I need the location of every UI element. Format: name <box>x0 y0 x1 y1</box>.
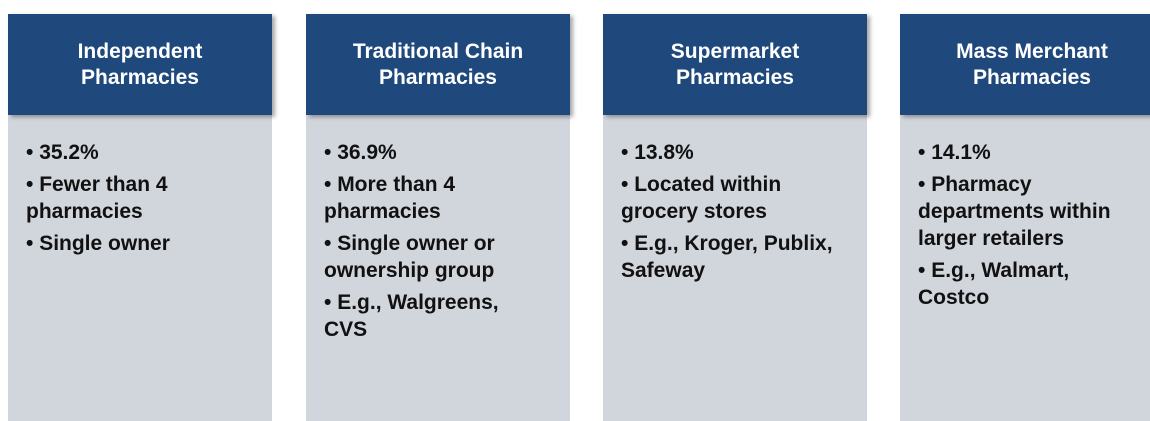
column-header: Traditional Chain Pharmacies <box>306 14 570 115</box>
header-line: Mass Merchant <box>956 39 1108 63</box>
bullet-item: Fewer than 4 pharmacies <box>24 171 246 225</box>
bullet-item: Located within grocery stores <box>619 171 841 225</box>
bullet-item: E.g., Kroger, Publix, Safeway <box>619 230 841 284</box>
header-line: Traditional Chain <box>352 39 524 63</box>
bullet-item: 35.2% <box>24 139 246 166</box>
bullet-item: 13.8% <box>619 139 841 166</box>
column-body: 35.2% Fewer than 4 pharmacies Single owner <box>8 115 272 421</box>
bullet-item: More than 4 pharmacies <box>322 171 544 225</box>
column-body: 36.9% More than 4 pharmaciesSingle owner … <box>306 115 570 421</box>
header-line: Pharmacies <box>81 65 199 89</box>
header-line: Supermarket <box>670 39 800 63</box>
column-header: Supermarket Pharmacies <box>603 14 867 115</box>
column-header: Independent Pharmacies <box>8 14 272 115</box>
bullet-item: E.g., Walgreens, CVS <box>322 289 544 343</box>
column-header: Mass Merchant Pharmacies <box>900 14 1150 115</box>
header-line: Pharmacies <box>676 65 794 89</box>
header-line: Pharmacies <box>379 65 497 89</box>
bullet-item: Single owner <box>24 230 246 257</box>
column-body: 14.1% Pharmacy departments within larger … <box>900 115 1150 421</box>
bullet-item: Single owner or ownership group <box>322 230 544 284</box>
bullet-item: E.g., Walmart, Costco <box>916 257 1138 311</box>
header-line: Independent <box>77 39 203 63</box>
column-body: 13.8% Located within grocery storesE.g., … <box>603 115 867 421</box>
bullet-item: 14.1% <box>916 139 1138 166</box>
bullet-item: 36.9% <box>322 139 544 166</box>
header-line: Pharmacies <box>973 65 1091 89</box>
bullet-item: Pharmacy departments within larger retai… <box>916 171 1138 252</box>
